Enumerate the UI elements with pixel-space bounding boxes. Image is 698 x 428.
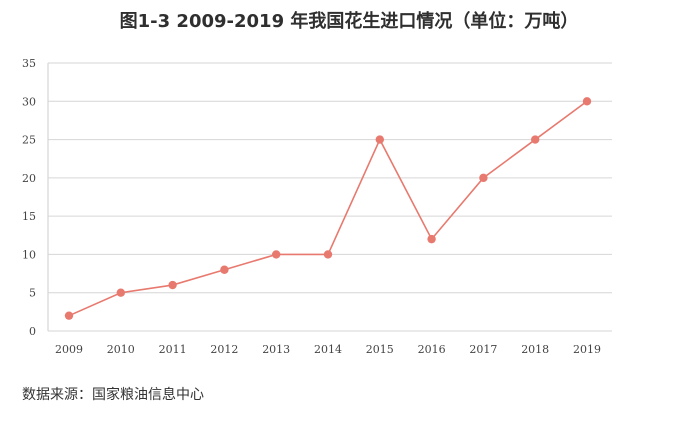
data-point — [220, 265, 229, 274]
series-line — [68, 100, 588, 317]
data-point — [168, 280, 177, 290]
data-point — [479, 173, 488, 183]
data-point — [427, 234, 436, 244]
x-tick-label: 2011 — [159, 343, 187, 356]
y-tick-label: 20 — [22, 172, 36, 185]
data-point — [375, 135, 384, 144]
y-tick-label: 25 — [22, 134, 36, 147]
x-tick-label: 2016 — [418, 343, 446, 356]
x-tick-label: 2018 — [521, 343, 549, 356]
y-tick-labels: 0 5 10 15 20 25 30 35 — [22, 57, 36, 338]
y-tick-label: 30 — [22, 95, 36, 108]
x-tick-label: 2013 — [262, 343, 290, 356]
data-point — [582, 97, 592, 106]
data-point — [531, 135, 540, 144]
y-tick-label: 15 — [22, 210, 36, 223]
y-tick-label: 10 — [22, 248, 36, 261]
x-tick-label: 2010 — [107, 343, 135, 356]
data-point — [323, 250, 333, 259]
data-point — [64, 311, 74, 320]
x-tick-label: 2015 — [366, 343, 394, 356]
x-tick-label: 2014 — [314, 343, 342, 356]
chart-title: 图1-3 2009-2019 年我国花生进口情况（单位：万吨） — [119, 11, 579, 32]
y-tick-label: 0 — [29, 325, 36, 338]
x-tick-label: 2009 — [55, 343, 83, 356]
data-point — [116, 288, 126, 297]
x-tick-label: 2012 — [210, 343, 238, 356]
source-note: 数据来源：国家粮油信息中心 — [22, 387, 204, 403]
series-line-group — [68, 100, 588, 317]
x-tick-label: 2017 — [469, 343, 497, 356]
data-point — [272, 250, 281, 259]
x-tick-label: 2019 — [573, 343, 601, 356]
data-points — [64, 97, 592, 320]
y-tick-label: 35 — [22, 57, 36, 70]
x-tick-labels: 2009 2010 2011 2012 2013 2014 2015 2016 2017 2018… — [55, 343, 601, 356]
y-tick-label: 5 — [29, 287, 36, 300]
